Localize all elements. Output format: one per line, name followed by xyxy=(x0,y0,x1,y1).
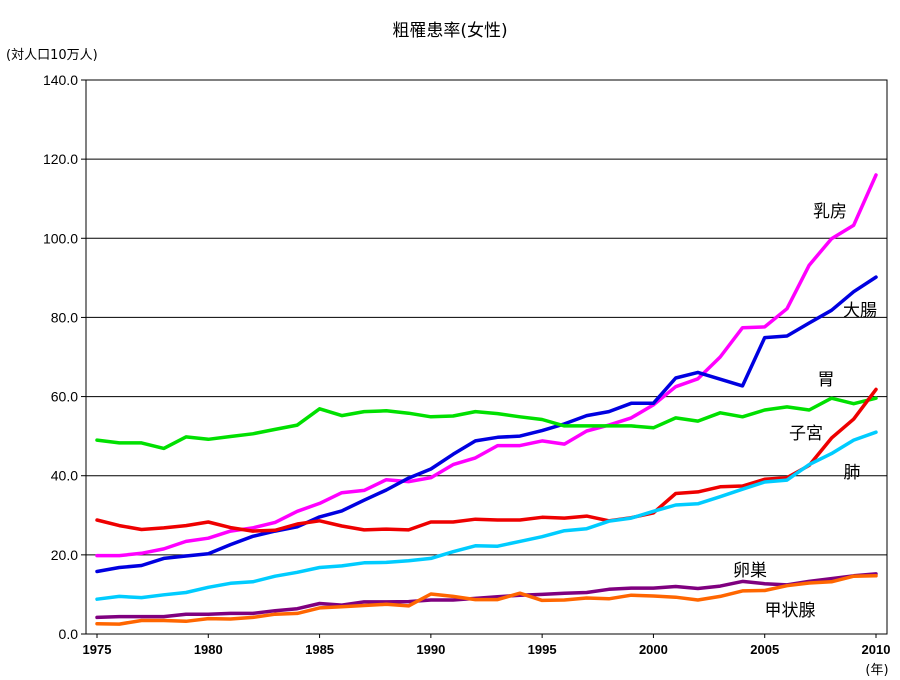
series-label: 子宮 xyxy=(789,424,823,444)
y-tick-label: 100.0 xyxy=(43,230,78,246)
series-label: 肺 xyxy=(844,463,861,483)
plot-area xyxy=(85,79,888,635)
series-line xyxy=(95,572,878,620)
series-label: 大腸 xyxy=(843,301,877,321)
y-tick-label: 140.0 xyxy=(43,72,78,88)
y-tick-label: 40.0 xyxy=(51,468,78,484)
x-tick-label: 1980 xyxy=(194,642,223,657)
series-line xyxy=(95,430,878,601)
x-tick-label: 1985 xyxy=(305,642,334,657)
series-label: 乳房 xyxy=(813,202,847,222)
x-tick-label: 2010 xyxy=(862,642,891,657)
x-tick-label: 1975 xyxy=(83,642,112,657)
y-tick-label: 60.0 xyxy=(51,389,78,405)
series-label: 甲状腺 xyxy=(765,601,816,621)
series-line xyxy=(95,396,878,451)
x-tick-label: 1990 xyxy=(416,642,445,657)
y-tick-label: 0.0 xyxy=(59,626,79,642)
series-line xyxy=(95,387,878,533)
y-axis-unit-label: (対人口10万人) xyxy=(6,48,98,63)
y-tick-label: 80.0 xyxy=(51,309,78,325)
x-tick-label: 2005 xyxy=(750,642,779,657)
series-line xyxy=(95,275,878,574)
x-tick-label: 2000 xyxy=(639,642,668,657)
y-tick-label: 20.0 xyxy=(51,547,78,563)
x-axis-unit-label: (年) xyxy=(865,663,888,678)
series-label: 卵巣 xyxy=(733,561,767,581)
chart-title: 粗罹患率(女性) xyxy=(392,21,508,41)
series-line xyxy=(95,574,878,626)
series-line xyxy=(95,173,878,558)
x-tick-label: 1995 xyxy=(528,642,557,657)
series-label: 胃 xyxy=(818,370,835,390)
y-tick-label: 120.0 xyxy=(43,151,78,167)
